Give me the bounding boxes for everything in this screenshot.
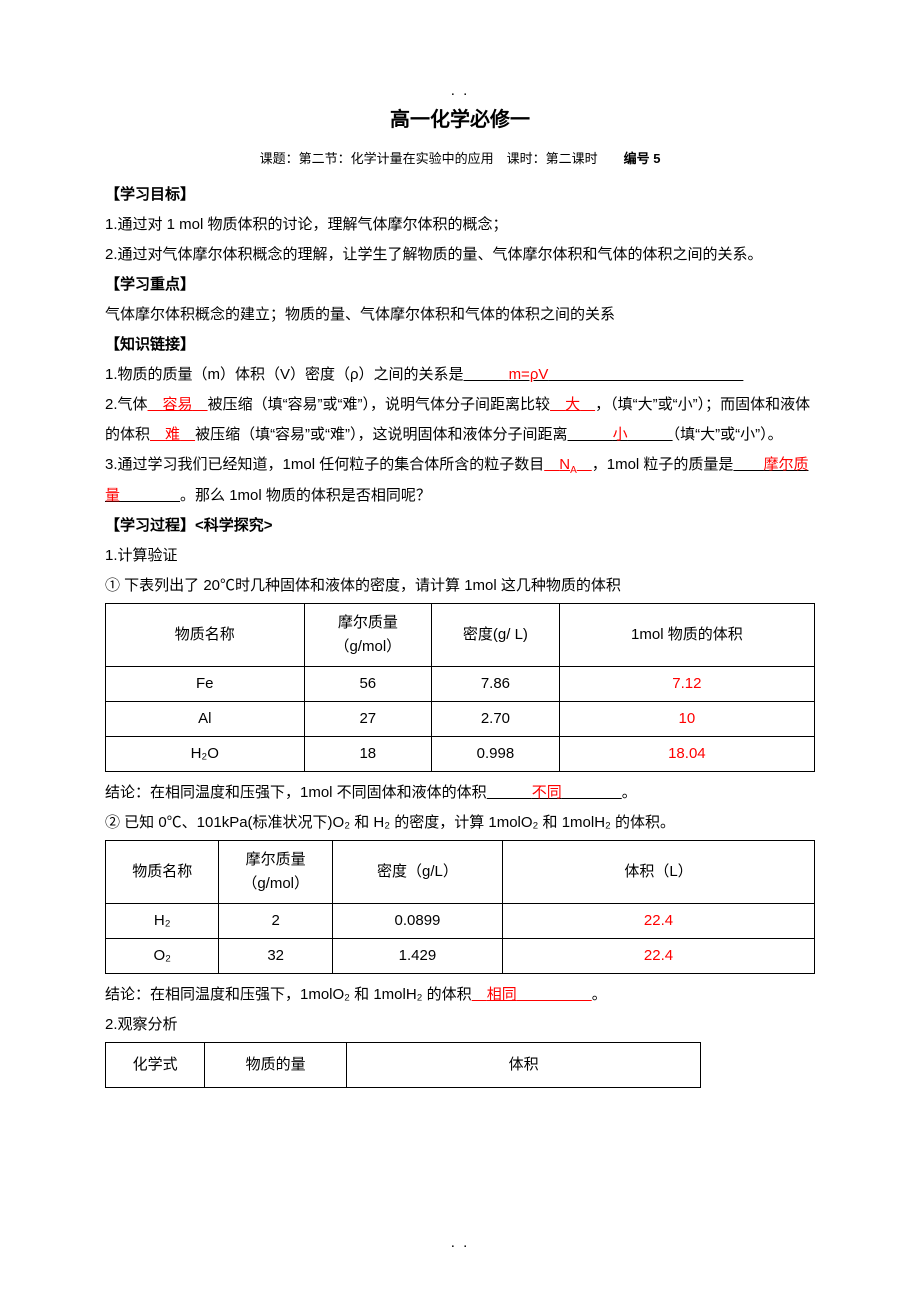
section-head-link: 【知识链接】 — [105, 330, 815, 360]
table-row: 物质名称 摩尔质量 （g/mol） 密度(g/ L) 1mol 物质的体积 — [106, 604, 815, 667]
q2-a: 2.气体 — [105, 396, 148, 413]
q2-ans3: 难 — [165, 426, 180, 443]
t2-r1-V: 22.4 — [503, 939, 815, 974]
t1-r2-M: 18 — [304, 737, 432, 772]
t2-h0: 物质名称 — [106, 841, 219, 904]
table-row: H₂ 2 0.0899 22.4 — [106, 904, 815, 939]
conc2-a: 结论：在相同温度和压强下，1molO₂ 和 1molH₂ 的体积 — [105, 986, 472, 1003]
t1-h2: 密度(g/ L) — [432, 604, 560, 667]
t2-h3: 体积（L） — [503, 841, 815, 904]
objective-1: 1.通过对 1 mol 物质体积的讨论，理解气体摩尔体积的概念； — [105, 210, 815, 240]
objective-2: 2.通过对气体摩尔体积概念的理解，让学生了解物质的量、气体摩尔体积和气体的体积之… — [105, 240, 815, 270]
t1-h3: 1mol 物质的体积 — [559, 604, 814, 667]
q3-ans1: N — [559, 456, 570, 473]
subtitle-left: 课题：第二节：化学计量在实验中的应用 课时：第二课时 — [260, 151, 598, 166]
q2-b: 被压缩（填“容易”或“难”），说明气体分子间距离比较 — [208, 396, 550, 413]
conc1-ans: 不同 — [532, 784, 562, 801]
page-decor-bottom: . . — [451, 1228, 470, 1258]
doc-subtitle: 课题：第二节：化学计量在实验中的应用 课时：第二课时 编号 5 — [105, 146, 815, 172]
q2-ans1: 容易 — [163, 396, 193, 413]
t2-h1: 摩尔质量 （g/mol） — [219, 841, 332, 904]
q2-e: （填“大”或“小”）。 — [673, 426, 783, 443]
table-gas: 物质名称 摩尔质量 （g/mol） 密度（g/L） 体积（L） H₂ 2 0.0… — [105, 840, 815, 974]
q3-ans1-sub: A — [570, 465, 577, 476]
t1-h0: 物质名称 — [106, 604, 305, 667]
t1-r2-name: H₂O — [106, 737, 305, 772]
subtitle-right: 编号 5 — [624, 151, 661, 166]
focus-1: 气体摩尔体积概念的建立；物质的量、气体摩尔体积和气体的体积之间的关系 — [105, 300, 815, 330]
page-decor-top: . . — [451, 76, 470, 106]
table-row: 化学式 物质的量 体积 — [106, 1043, 701, 1088]
t1-r0-M: 56 — [304, 667, 432, 702]
conclusion-1: 结论：在相同温度和压强下，1mol 不同固体和液体的体积 不同 。 — [105, 778, 815, 808]
table-row: 物质名称 摩尔质量 （g/mol） 密度（g/L） 体积（L） — [106, 841, 815, 904]
doc-title: 高一化学必修一 — [105, 100, 815, 140]
t1-r0-name: Fe — [106, 667, 305, 702]
section-head-process: 【学习过程】<科学探究> — [105, 511, 815, 541]
t2-r0-M: 2 — [219, 904, 332, 939]
link-q3: 3.通过学习我们已经知道，1mol 任何粒子的集合体所含的粒子数目 NA ，1m… — [105, 450, 815, 511]
q1-text: 1.物质的质量（m）体积（V）密度（ρ）之间的关系是 — [105, 366, 464, 383]
conc2-b: 。 — [592, 986, 607, 1003]
t1-r0-V: 7.12 — [559, 667, 814, 702]
table-row: O₂ 32 1.429 22.4 — [106, 939, 815, 974]
t2-r1-name: O₂ — [106, 939, 219, 974]
table-row: H₂O 18 0.998 18.04 — [106, 737, 815, 772]
link-q2: 2.气体 容易 被压缩（填“容易”或“难”），说明气体分子间距离比较 大 ，（填… — [105, 390, 815, 450]
link-q1: 1.物质的质量（m）体积（V）密度（ρ）之间的关系是 m=ρV — [105, 360, 815, 390]
conc2-ans: 相同 — [487, 986, 517, 1003]
t2-r0-name: H₂ — [106, 904, 219, 939]
q2-d: 被压缩（填“容易”或“难”），这说明固体和液体分子间距离 — [195, 426, 567, 443]
t2-h2: 密度（g/L） — [332, 841, 502, 904]
t1-r1-rho: 2.70 — [432, 702, 560, 737]
q3-c: 。那么 1mol 物质的体积是否相同呢？ — [180, 487, 431, 504]
table-row: Fe 56 7.86 7.12 — [106, 667, 815, 702]
section-head-focus: 【学习重点】 — [105, 270, 815, 300]
t3-h2: 体积 — [346, 1043, 700, 1088]
q3-a: 3.通过学习我们已经知道，1mol 任何粒子的集合体所含的粒子数目 — [105, 456, 544, 473]
t3-h1: 物质的量 — [205, 1043, 347, 1088]
t1-r2-rho: 0.998 — [432, 737, 560, 772]
t1-h1: 摩尔质量 （g/mol） — [304, 604, 432, 667]
t3-h0: 化学式 — [106, 1043, 205, 1088]
t1-r1-M: 27 — [304, 702, 432, 737]
table-solid-liquid: 物质名称 摩尔质量 （g/mol） 密度(g/ L) 1mol 物质的体积 Fe… — [105, 603, 815, 772]
process-1: 1.计算验证 — [105, 541, 815, 571]
t2-r1-rho: 1.429 — [332, 939, 502, 974]
table-observe: 化学式 物质的量 体积 — [105, 1042, 701, 1088]
table-row: Al 27 2.70 10 — [106, 702, 815, 737]
process-2: 2.观察分析 — [105, 1010, 815, 1040]
t2-r1-M: 32 — [219, 939, 332, 974]
t1-r0-rho: 7.86 — [432, 667, 560, 702]
process-p1: ① 下表列出了 20℃时几种固体和液体的密度，请计算 1mol 这几种物质的体积 — [105, 571, 815, 601]
q1-answer: m=ρV — [509, 366, 549, 383]
conclusion-2: 结论：在相同温度和压强下，1molO₂ 和 1molH₂ 的体积 相同 。 — [105, 980, 815, 1010]
process-p2: ② 已知 0℃、101kPa(标准状况下)O₂ 和 H₂ 的密度，计算 1mol… — [105, 808, 815, 838]
conc1-a: 结论：在相同温度和压强下，1mol 不同固体和液体的体积 — [105, 784, 487, 801]
section-head-objective: 【学习目标】 — [105, 180, 815, 210]
q2-ans4: 小 — [613, 426, 628, 443]
t2-r0-V: 22.4 — [503, 904, 815, 939]
conc1-b: 。 — [622, 784, 637, 801]
q2-ans2: 大 — [565, 396, 580, 413]
t2-r0-rho: 0.0899 — [332, 904, 502, 939]
t1-r1-name: Al — [106, 702, 305, 737]
t1-r2-V: 18.04 — [559, 737, 814, 772]
q3-b: ，1mol 粒子的质量是 — [592, 456, 734, 473]
t1-r1-V: 10 — [559, 702, 814, 737]
